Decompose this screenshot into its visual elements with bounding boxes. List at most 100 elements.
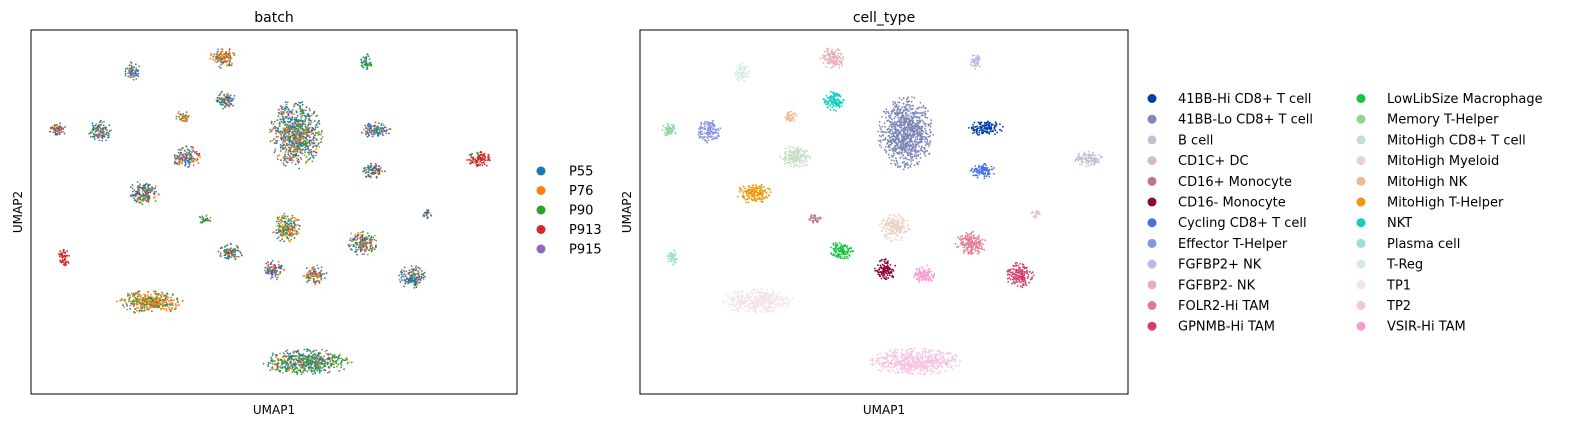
scatter-point bbox=[318, 119, 320, 122]
scatter-point bbox=[227, 94, 230, 97]
scatter-point bbox=[159, 293, 162, 296]
scatter-point bbox=[218, 94, 220, 97]
scatter-point bbox=[316, 355, 318, 358]
scatter-point bbox=[905, 164, 908, 167]
scatter-point bbox=[370, 169, 373, 172]
scatter-point bbox=[295, 147, 297, 150]
scatter-point bbox=[282, 216, 284, 219]
scatter-point bbox=[135, 74, 138, 76]
scatter-point bbox=[283, 121, 286, 124]
scatter-point bbox=[365, 176, 368, 178]
scatter-point bbox=[132, 190, 134, 193]
scatter-point bbox=[284, 136, 287, 139]
scatter-point bbox=[94, 131, 97, 133]
scatter-point bbox=[170, 299, 173, 302]
scatter-point bbox=[374, 171, 377, 174]
scatter-point bbox=[108, 136, 110, 139]
scatter-point bbox=[305, 356, 307, 358]
scatter-point bbox=[224, 254, 227, 256]
scatter-point bbox=[910, 144, 912, 146]
scatter-point bbox=[273, 363, 276, 365]
scatter-point bbox=[368, 249, 370, 251]
scatter-point bbox=[154, 290, 157, 293]
scatter-point bbox=[367, 122, 370, 125]
scatter-point bbox=[426, 209, 428, 212]
scatter-point bbox=[911, 134, 914, 137]
scatter-point bbox=[222, 55, 225, 58]
scatter-point bbox=[902, 168, 905, 171]
scatter-point bbox=[303, 154, 306, 157]
scatter-point bbox=[363, 253, 366, 255]
scatter-point bbox=[315, 349, 318, 352]
scatter-point bbox=[487, 153, 490, 156]
scatter-point bbox=[905, 104, 908, 107]
scatter-point bbox=[290, 145, 293, 148]
scatter-point bbox=[172, 304, 174, 306]
scatter-point bbox=[994, 125, 997, 128]
scatter-point bbox=[290, 355, 292, 358]
scatter-point bbox=[282, 116, 285, 119]
scatter-point bbox=[370, 235, 373, 238]
scatter-point bbox=[184, 152, 187, 155]
scatter-point bbox=[221, 101, 224, 103]
scatter-point bbox=[132, 66, 135, 68]
scatter-point bbox=[284, 220, 286, 223]
scatter-point bbox=[903, 118, 905, 121]
scatter-point bbox=[911, 96, 913, 98]
scatter-point bbox=[366, 68, 369, 70]
scatter-point bbox=[983, 125, 986, 128]
scatter-point bbox=[316, 370, 318, 372]
scatter-point bbox=[317, 368, 320, 370]
scatter-point bbox=[291, 161, 293, 164]
scatter-point bbox=[277, 273, 280, 276]
scatter-point bbox=[93, 128, 96, 131]
scatter-point bbox=[289, 231, 291, 234]
scatter-point bbox=[289, 229, 292, 231]
scatter-point bbox=[924, 155, 927, 157]
scatter-point bbox=[366, 135, 369, 138]
scatter-point bbox=[920, 114, 923, 117]
scatter-point bbox=[188, 163, 191, 166]
scatter-point bbox=[129, 71, 131, 73]
scatter-point bbox=[374, 163, 377, 165]
scatter-point bbox=[314, 283, 317, 285]
scatter-point bbox=[366, 237, 368, 240]
scatter-point bbox=[893, 135, 895, 138]
scatter-point bbox=[153, 298, 156, 300]
scatter-point bbox=[898, 119, 900, 121]
scatter-point bbox=[150, 188, 153, 191]
scatter-point bbox=[891, 125, 894, 128]
scatter-point bbox=[301, 152, 304, 155]
scatter-point bbox=[375, 129, 378, 131]
scatter-point bbox=[385, 132, 388, 135]
scatter-point bbox=[49, 127, 52, 129]
scatter-point bbox=[223, 95, 226, 98]
scatter-point bbox=[138, 201, 141, 204]
scatter-point bbox=[889, 121, 892, 124]
scatter-point bbox=[284, 141, 286, 144]
scatter-point bbox=[328, 370, 331, 373]
scatter-point bbox=[184, 115, 187, 118]
scatter-point bbox=[183, 120, 186, 123]
scatter-point bbox=[373, 132, 376, 135]
scatter-point bbox=[147, 187, 150, 190]
scatter-point bbox=[917, 111, 920, 114]
scatter-point bbox=[360, 239, 362, 242]
scatter-point bbox=[217, 48, 220, 51]
scatter-point bbox=[904, 106, 907, 108]
scatter-point bbox=[274, 120, 276, 123]
scatter-point bbox=[481, 158, 484, 160]
scatter-point bbox=[57, 132, 59, 135]
scatter-point bbox=[291, 109, 294, 111]
scatter-point bbox=[310, 130, 313, 133]
scatter-point bbox=[368, 166, 370, 169]
scatter-point bbox=[154, 302, 157, 305]
scatter-point bbox=[227, 99, 229, 101]
scatter-point bbox=[306, 361, 309, 364]
scatter-point bbox=[891, 121, 893, 123]
scatter-point bbox=[289, 361, 292, 363]
scatter-point bbox=[321, 361, 324, 363]
scatter-point bbox=[895, 157, 897, 160]
scatter-point bbox=[374, 234, 376, 237]
scatter-point bbox=[878, 121, 881, 123]
